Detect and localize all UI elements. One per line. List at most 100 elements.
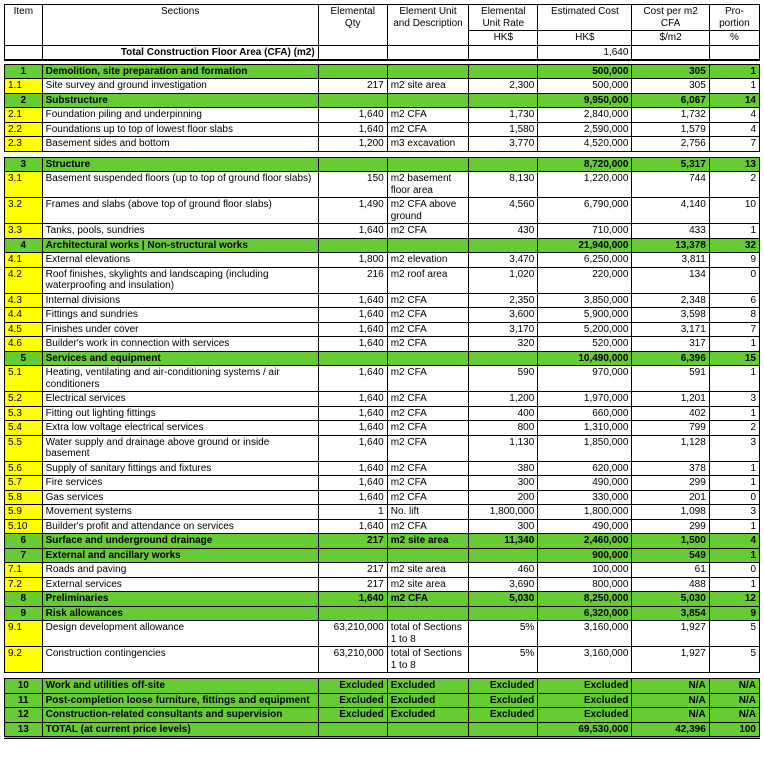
item-cell: 3.1 [5,172,43,198]
qty-cell: 1 [318,505,387,520]
cfa-cell: 744 [632,172,709,198]
cost-cell: 6,790,000 [538,198,632,224]
cfa-cell: 378 [632,461,709,476]
item-cell: 5.7 [5,476,43,491]
cfa-cell: 42,396 [632,722,709,738]
rate-cell: Excluded [469,679,538,694]
unit-cell [387,351,469,366]
prop-cell: 2 [709,172,759,198]
cost-cell: 2,590,000 [538,122,632,137]
sub-row: 2.1Foundation piling and underpinning1,6… [5,108,760,123]
rate-cell [469,606,538,621]
sub-row: 5.2Electrical services1,640m2 CFA1,2001,… [5,392,760,407]
rate-cell: 430 [469,224,538,239]
unit-cell [387,64,469,79]
sub-row: 9.2Construction contingencies63,210,000t… [5,647,760,673]
section-header-row: 2Substructure9,950,0006,06714 [5,93,760,108]
qty-cell: Excluded [318,708,387,723]
rate-cell [469,64,538,79]
qty-cell: 1,640 [318,392,387,407]
section-header-row: 5Services and equipment10,490,0006,39615 [5,351,760,366]
qty-cell [318,722,387,738]
unit-cell: m2 CFA above ground [387,198,469,224]
section-cell: Surface and underground drainage [42,534,318,549]
unit-cell: m2 CFA [387,435,469,461]
cost-cell: 660,000 [538,406,632,421]
section-cell: Site survey and ground investigation [42,79,318,94]
cfa-cell: 305 [632,64,709,79]
hdr-cfa-sub: $/m2 [632,31,709,46]
rate-cell: 2,350 [469,293,538,308]
rate-cell [469,157,538,172]
qty-cell: 1,640 [318,224,387,239]
prop-cell: 1 [709,337,759,352]
prop-cell: 1 [709,577,759,592]
cfa-cell: 1,098 [632,505,709,520]
section-cell: Foundations up to top of lowest floor sl… [42,122,318,137]
cost-cell: 3,160,000 [538,647,632,673]
unit-cell: m2 CFA [387,366,469,392]
cfa-cell: 591 [632,366,709,392]
cfa-cell: 549 [632,548,709,563]
cost-cell: 220,000 [538,267,632,293]
qty-cell: 1,640 [318,592,387,607]
cfa-cell: 4,140 [632,198,709,224]
unit-cell: m2 CFA [387,224,469,239]
qty-cell [318,606,387,621]
qty-cell: 150 [318,172,387,198]
qty-cell: 1,640 [318,322,387,337]
section-cell: Supply of sanitary fittings and fixtures [42,461,318,476]
unit-cell: Excluded [387,708,469,723]
prop-cell: 0 [709,563,759,578]
sub-row: 4.1External elevations1,800m2 elevation3… [5,253,760,268]
sub-row: 5.3Fitting out lighting fittings1,640m2 … [5,406,760,421]
rate-cell: 3,690 [469,577,538,592]
item-cell: 5.3 [5,406,43,421]
item-cell: 3.3 [5,224,43,239]
rate-cell: 3,600 [469,308,538,323]
section-cell: Electrical services [42,392,318,407]
item-cell: 8 [5,592,43,607]
cost-cell: 1,220,000 [538,172,632,198]
unit-cell: m2 CFA [387,122,469,137]
cost-cell: 330,000 [538,490,632,505]
item-cell: 5.4 [5,421,43,436]
item-cell: 5.9 [5,505,43,520]
cfa-cell: 2,348 [632,293,709,308]
qty-cell: 1,640 [318,435,387,461]
unit-cell: m2 CFA [387,592,469,607]
section-cell: Roof finishes, skylights and landscaping… [42,267,318,293]
sub-row: 7.1Roads and paving217m2 site area460100… [5,563,760,578]
qty-cell: 216 [318,267,387,293]
cfa-cell: 61 [632,563,709,578]
section-cell: Services and equipment [42,351,318,366]
cfa-cell: 6,067 [632,93,709,108]
cost-cell: 490,000 [538,519,632,534]
hdr-qty: Elemental Qty [318,5,387,46]
sub-row: 7.2External services217m2 site area3,690… [5,577,760,592]
rate-cell: 5% [469,621,538,647]
cfa-cell: 433 [632,224,709,239]
item-cell: 5.1 [5,366,43,392]
cfa-cell: 299 [632,519,709,534]
rate-cell [469,238,538,253]
sub-row: 4.6Builder's work in connection with ser… [5,337,760,352]
table-body: 1Demolition, site preparation and format… [5,60,760,738]
prop-cell: 3 [709,392,759,407]
qty-cell: 217 [318,563,387,578]
sub-row: 5.8Gas services1,640m2 CFA200330,0002010 [5,490,760,505]
item-cell: 5.5 [5,435,43,461]
cfa-cell: 13,378 [632,238,709,253]
cfa-cell: 1,732 [632,108,709,123]
section-header-row: 11Post-completion loose furniture, fitti… [5,693,760,708]
prop-cell: 8 [709,308,759,323]
cfa-cell: N/A [632,679,709,694]
prop-cell: 1 [709,64,759,79]
prop-cell: 4 [709,122,759,137]
cfa-cell: 5,317 [632,157,709,172]
qty-cell: 1,640 [318,293,387,308]
section-cell: Structure [42,157,318,172]
rate-cell: 4,560 [469,198,538,224]
item-cell: 9.2 [5,647,43,673]
hdr-prop-sub: % [709,31,759,46]
